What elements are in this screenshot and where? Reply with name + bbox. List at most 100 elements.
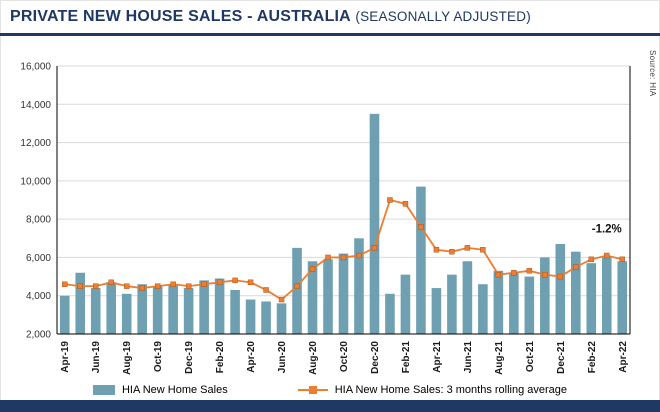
chart-subtitle: (SEASONALLY ADJUSTED) [355, 9, 531, 24]
line-marker-icon [170, 281, 176, 287]
svg-text:Dec-21: Dec-21 [556, 341, 567, 374]
sales-bar [540, 257, 550, 334]
svg-text:Feb-20: Feb-20 [215, 341, 226, 374]
sales-bar [152, 286, 163, 334]
chart-header: PRIVATE NEW HOUSE SALES - AUSTRALIA (SEA… [10, 8, 531, 26]
svg-text:Apr-21: Apr-21 [432, 341, 443, 373]
line-marker-icon [557, 273, 564, 280]
line-marker-icon [62, 281, 68, 287]
legend-bar-swatch [92, 385, 115, 395]
line-marker-icon [573, 264, 579, 270]
line-marker-icon [247, 279, 254, 286]
svg-text:Jun-19: Jun-19 [91, 341, 102, 374]
line-marker-icon [294, 283, 300, 289]
chart-legend: HIA New Home Sales HIA New Home Sales: 3… [0, 381, 660, 399]
line-marker-icon [309, 266, 316, 272]
line-marker-icon [604, 252, 610, 259]
sales-chart: 2,000 4,000 6,000 8,000 10,000 12,000 14,000 16… [20, 62, 631, 375]
sales-bars [59, 113, 628, 334]
svg-text:8,000: 8,000 [26, 215, 51, 226]
sales-bar [447, 274, 457, 334]
svg-text:Apr-19: Apr-19 [60, 341, 71, 373]
y-axis-labels: 2,000 4,000 6,000 8,000 10,000 12,000 14,000 16… [20, 62, 51, 341]
svg-text:Apr-20: Apr-20 [246, 341, 257, 373]
line-marker-icon [387, 197, 393, 203]
sales-bar [354, 238, 364, 334]
svg-text:Oct-21: Oct-21 [525, 341, 536, 373]
line-marker-icon [619, 256, 625, 263]
legend-line-swatch [297, 386, 328, 394]
line-marker-icon [77, 283, 83, 289]
svg-text:2,000: 2,000 [26, 330, 51, 341]
legend-line-marker-icon [308, 386, 317, 394]
svg-text:Dec-20: Dec-20 [370, 341, 381, 374]
line-marker-icon [356, 252, 362, 259]
x-axis-labels: Apr-19 Jun-19 Aug-19 Oct-19 Dec-19 Feb-20 Apr-… [60, 341, 629, 375]
sales-bar [230, 289, 240, 334]
line-marker-icon [201, 281, 207, 287]
line-marker-icon [402, 201, 409, 207]
sales-bar [168, 284, 178, 334]
svg-text:Aug-20: Aug-20 [308, 341, 319, 375]
line-marker-icon [263, 287, 269, 293]
sales-bar [121, 293, 132, 334]
sales-bar [276, 303, 287, 334]
sales-bar [338, 253, 349, 334]
legend-bar-label: HIA New Home Sales [121, 384, 228, 396]
sales-bar [261, 301, 271, 334]
sales-bar [292, 247, 302, 334]
line-marker-icon [108, 279, 114, 286]
line-marker-icon [216, 279, 223, 286]
svg-text:14,000: 14,000 [20, 100, 51, 111]
svg-text:10,000: 10,000 [20, 176, 51, 187]
gridlines [57, 65, 630, 297]
sales-bar [416, 186, 426, 334]
svg-text:Jun-21: Jun-21 [463, 341, 474, 374]
line-marker-icon [588, 256, 594, 263]
line-marker-icon [325, 254, 331, 261]
svg-text:6,000: 6,000 [26, 253, 51, 264]
line-marker-icon [495, 271, 502, 278]
line-marker-icon [449, 248, 455, 255]
line-marker-icon [433, 247, 440, 253]
sales-bar [385, 293, 395, 334]
sales-bar [199, 280, 209, 334]
svg-text:Aug-19: Aug-19 [122, 341, 133, 375]
line-marker-icon [123, 283, 130, 289]
sales-bar [431, 288, 442, 334]
sales-bar [509, 272, 519, 334]
line-marker-icon [371, 245, 378, 251]
svg-text:Oct-19: Oct-19 [153, 341, 164, 373]
line-marker-icon [232, 277, 238, 284]
line-marker-icon [154, 283, 161, 289]
sales-bar [617, 261, 628, 334]
sales-bar [90, 288, 101, 334]
svg-text:Oct-20: Oct-20 [339, 341, 350, 373]
line-marker-icon [511, 270, 517, 276]
line-marker-icon [464, 245, 471, 251]
source-label: Source: HIA [648, 50, 657, 97]
sales-bar [601, 257, 612, 334]
line-marker-icon [418, 224, 424, 230]
line-marker-icon [480, 247, 486, 253]
sales-bar [183, 288, 194, 334]
svg-text:12,000: 12,000 [20, 138, 51, 149]
sales-bar [75, 272, 86, 334]
sales-bar [524, 276, 535, 334]
line-marker-icon [526, 268, 533, 274]
sales-bar [462, 261, 473, 334]
line-marker-icon [340, 254, 347, 261]
sales-bar [586, 263, 597, 334]
legend-line-label: HIA New Home Sales: 3 months rolling ave… [334, 384, 568, 396]
sales-bar [570, 251, 581, 334]
sales-bar [307, 261, 318, 334]
change-annotation: -1.2% [592, 223, 622, 235]
sales-bar [245, 299, 256, 334]
sales-bar [478, 284, 488, 334]
line-marker-icon [278, 296, 285, 303]
svg-text:Jun-20: Jun-20 [277, 341, 288, 374]
sales-bar [369, 113, 380, 334]
sales-bar [400, 274, 411, 334]
sales-bar [323, 259, 333, 334]
line-marker-icon [542, 271, 548, 278]
